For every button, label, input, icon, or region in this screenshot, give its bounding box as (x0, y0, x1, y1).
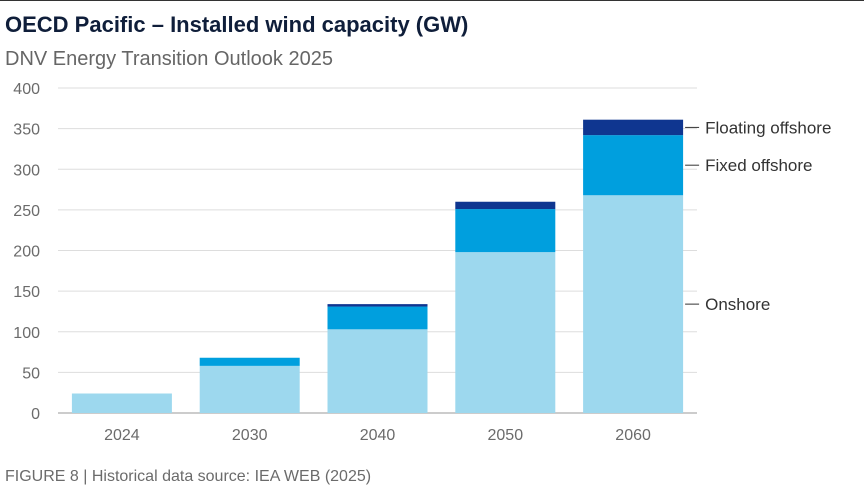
x-tick-label: 2060 (615, 427, 651, 444)
y-tick-label: 350 (13, 122, 40, 139)
bar-onshore-2024 (71, 393, 172, 413)
bar-fixed-offshore-2040 (327, 306, 428, 330)
bar-fixed-offshore-2050 (455, 209, 556, 253)
bar-floating-offshore-2040 (327, 304, 428, 307)
bar-onshore-2040 (327, 329, 428, 413)
y-tick-label: 50 (22, 365, 40, 382)
y-tick-label: 100 (13, 325, 40, 342)
chart-subtitle: DNV Energy Transition Outlook 2025 (5, 48, 333, 70)
figure-caption: FIGURE 8 | Historical data source: IEA W… (5, 468, 372, 485)
top-rule (0, 0, 864, 1)
series-labels: Onshore Fixed offshore Floating offshore (685, 118, 831, 314)
y-axis-ticks: 0 50 100 150 200 250 300 350 400 (13, 81, 40, 423)
y-tick-label: 200 (13, 244, 40, 261)
bar-fixed-offshore-2030 (199, 357, 300, 366)
bar-floating-offshore-2050 (455, 201, 556, 210)
y-tick-label: 400 (13, 81, 40, 98)
bar-onshore-2060 (583, 195, 684, 413)
bar-onshore-2030 (199, 365, 300, 413)
series-label-onshore: Onshore (705, 295, 770, 314)
y-tick-label: 150 (13, 284, 40, 301)
x-tick-label: 2050 (488, 427, 524, 444)
x-tick-label: 2040 (360, 427, 396, 444)
bar-fixed-offshore-2060 (583, 135, 684, 196)
y-tick-label: 250 (13, 203, 40, 220)
series-label-fixed-offshore: Fixed offshore (705, 156, 812, 175)
bars (71, 119, 684, 413)
y-tick-label: 0 (31, 406, 40, 423)
x-tick-label: 2024 (104, 427, 140, 444)
series-label-floating-offshore: Floating offshore (705, 118, 831, 137)
chart-title: OECD Pacific – Installed wind capacity (… (5, 12, 469, 37)
y-tick-label: 300 (13, 162, 40, 179)
x-tick-label: 2030 (232, 427, 268, 444)
x-axis-ticks: 2024 2030 2040 2050 2060 (104, 427, 651, 444)
bar-onshore-2050 (455, 252, 556, 413)
bar-floating-offshore-2060 (583, 119, 684, 136)
